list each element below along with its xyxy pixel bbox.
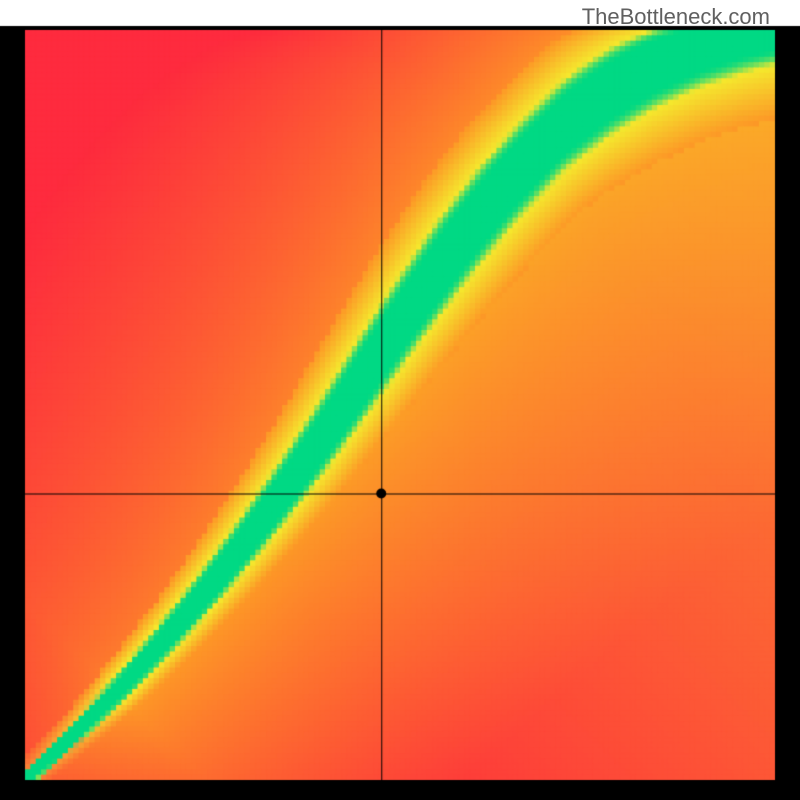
chart-container: TheBottleneck.com [0, 0, 800, 800]
watermark-text: TheBottleneck.com [582, 4, 770, 30]
heatmap-canvas [0, 0, 800, 800]
